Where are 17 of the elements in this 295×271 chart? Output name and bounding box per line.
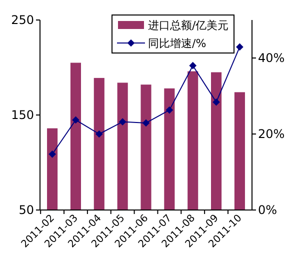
y-tick-label: 250 [11, 13, 34, 28]
point [212, 98, 220, 106]
y-tick-label: 150 [11, 108, 34, 122]
point [166, 106, 174, 114]
point [189, 62, 197, 70]
y2-tick-label: 40% [258, 51, 285, 66]
point [236, 43, 244, 51]
point [72, 116, 80, 124]
y-tick-label: 50 [18, 203, 34, 218]
point [95, 130, 103, 138]
point [142, 119, 150, 127]
y2-tick-label: 0% [258, 203, 278, 218]
legend-label: 进口总额/亿美元 [148, 18, 229, 32]
point [118, 118, 126, 126]
y2-tick-label: 20% [258, 127, 285, 142]
point [48, 150, 56, 158]
legend-label: 同比增速/% [148, 36, 206, 50]
